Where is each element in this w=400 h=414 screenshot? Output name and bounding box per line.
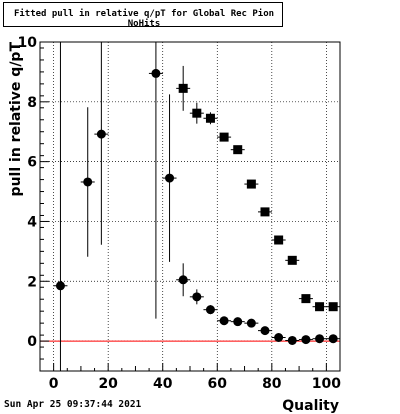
- circle-marker: [205, 305, 215, 315]
- x-tick-label: 20: [98, 376, 118, 392]
- y-tick-label: 10: [18, 35, 38, 51]
- title-box: Fitted pull in relative q/pT for Global …: [3, 2, 283, 29]
- tick-labels: 0 20 40 60 80 100 0 2 4 6 8 10: [18, 35, 342, 392]
- y-tick-label: 6: [27, 155, 37, 171]
- circle-marker: [274, 333, 284, 343]
- timestamp-label: Sun Apr 25 09:37:44 2021: [4, 399, 142, 410]
- square-marker: [260, 207, 270, 217]
- circle-marker: [219, 316, 229, 326]
- circle-marker: [192, 292, 202, 302]
- circle-marker: [328, 334, 338, 344]
- circle-marker: [83, 177, 93, 187]
- x-tick-label: 100: [312, 376, 341, 392]
- x-axis-label: Quality: [282, 398, 339, 414]
- chart-title: Fitted pull in relative q/pT for Global …: [13, 9, 275, 29]
- square-marker: [205, 113, 215, 123]
- circle-marker: [165, 173, 175, 183]
- circle-marker: [246, 318, 256, 328]
- square-marker: [246, 179, 256, 189]
- axis-ticks: [39, 41, 341, 372]
- square-marker: [219, 132, 229, 142]
- y-axis-label: pull in relative q/pT: [8, 42, 24, 197]
- square-marker: [328, 302, 338, 312]
- circle-marker: [287, 335, 297, 345]
- square-marker: [287, 255, 297, 265]
- plot-frame: [39, 41, 341, 372]
- square-marker: [233, 145, 243, 155]
- circle-marker: [178, 275, 188, 285]
- square-marker: [274, 235, 284, 245]
- circle-marker: [151, 68, 161, 78]
- circle-marker: [260, 326, 270, 336]
- circle-marker: [55, 281, 65, 291]
- data-points: [53, 42, 341, 371]
- grid-lines: [40, 41, 340, 371]
- x-tick-label: 80: [262, 376, 282, 392]
- x-tick-label: 40: [153, 376, 173, 392]
- square-marker: [178, 83, 188, 93]
- x-tick-label: 60: [208, 376, 228, 392]
- circle-marker: [315, 334, 325, 344]
- square-marker: [192, 108, 202, 118]
- y-tick-label: 8: [27, 95, 37, 111]
- y-tick-label: 0: [27, 334, 37, 350]
- y-tick-label: 4: [27, 214, 37, 230]
- x-tick-label: 0: [49, 376, 59, 392]
- square-marker: [301, 294, 311, 304]
- circle-marker: [301, 335, 311, 345]
- square-marker: [315, 302, 325, 312]
- circle-marker: [96, 129, 106, 139]
- y-tick-label: 2: [27, 274, 37, 290]
- circle-marker: [233, 317, 243, 327]
